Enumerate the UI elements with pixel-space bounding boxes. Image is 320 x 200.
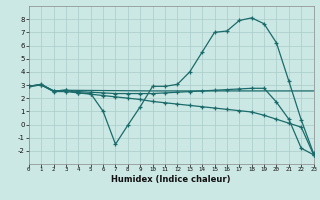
- X-axis label: Humidex (Indice chaleur): Humidex (Indice chaleur): [111, 175, 231, 184]
